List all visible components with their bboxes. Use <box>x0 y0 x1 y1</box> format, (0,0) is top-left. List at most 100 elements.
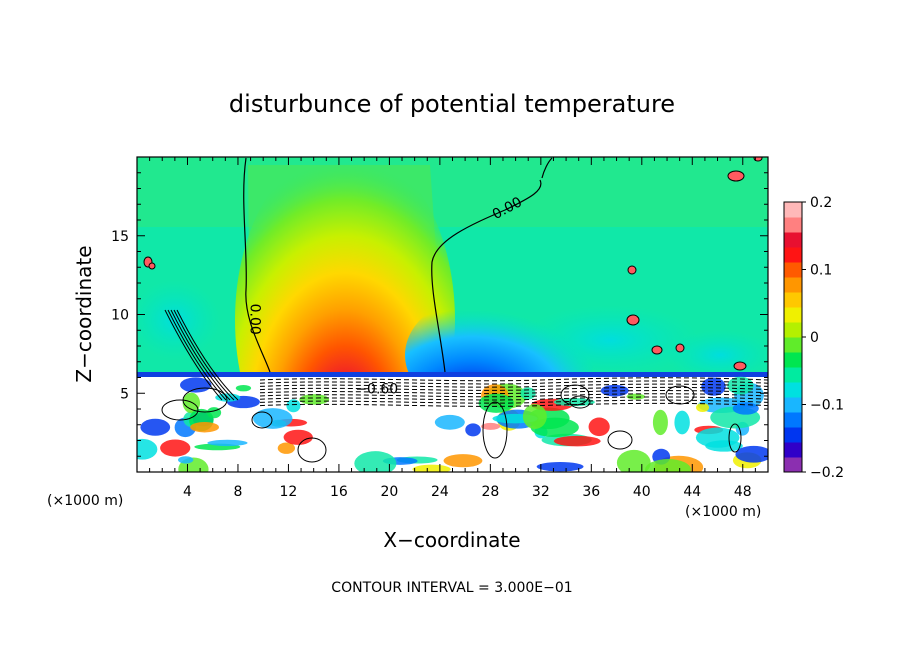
colorbar-segment <box>784 262 802 278</box>
colorbar-segment <box>784 457 802 473</box>
x-unit-left: (×1000 m) <box>47 493 123 509</box>
solid-contour <box>569 395 591 409</box>
bl-patch <box>190 421 219 433</box>
cyan-patch <box>137 280 220 360</box>
colorbar-segment <box>784 367 802 383</box>
y-axis-label: Z−coordinate <box>72 245 96 382</box>
bl-patch <box>481 422 501 430</box>
solid-contour <box>482 401 508 459</box>
colorbar-tick-label: 0.1 <box>810 263 832 279</box>
x-unit-right: (×1000 m) <box>685 504 761 520</box>
bl-patch <box>443 454 483 468</box>
dashed-contour <box>259 386 768 391</box>
bl-patch <box>179 377 212 393</box>
contour-label: 0.00 <box>247 304 263 335</box>
spot <box>753 157 763 162</box>
solid-contour <box>297 437 327 463</box>
bl-patch <box>235 384 252 392</box>
dashed-contour <box>259 399 768 404</box>
colorbar-tick-label: −0.2 <box>810 465 844 481</box>
contour-label: −0.60 <box>355 381 398 397</box>
x-tick-label: 20 <box>380 484 398 500</box>
slanted-contour <box>164 309 223 401</box>
y-tick-label: 15 <box>111 229 129 245</box>
y-tick-label: 10 <box>111 308 129 324</box>
bl-patch <box>277 442 295 454</box>
colorbar-segment <box>784 322 802 338</box>
zero-contour-line <box>243 157 271 373</box>
spot <box>675 343 685 353</box>
bl-patch <box>696 402 710 413</box>
colorbar-segment <box>784 397 802 413</box>
bl-patch <box>735 445 768 463</box>
solid-contour <box>251 411 273 429</box>
bl-patch <box>652 409 668 436</box>
y-axis-ticks: 5 10 15 <box>111 172 768 457</box>
x-tick-label: 36 <box>582 484 600 500</box>
dashed-contour <box>259 380 768 385</box>
bl-patch <box>160 439 191 457</box>
inversion-band <box>137 372 768 377</box>
colorbar: 0.2 0.1 0 −0.1 −0.2 <box>783 195 844 481</box>
colorbar-segment <box>784 382 802 398</box>
colorbar-segment <box>784 292 802 308</box>
spot <box>626 314 640 326</box>
bl-patch <box>674 410 690 435</box>
bl-patch <box>286 399 301 413</box>
bl-patch <box>645 459 692 472</box>
chart-title: disturbunce of potential temperature <box>229 90 675 118</box>
spot <box>148 262 156 270</box>
solid-contour <box>161 399 199 421</box>
bl-patch <box>207 439 248 447</box>
slanted-contour <box>167 309 227 401</box>
bl-patch <box>434 414 465 430</box>
colorbar-segment <box>784 442 802 458</box>
zero-contour-line <box>431 179 542 373</box>
colorbar-segment <box>784 412 802 428</box>
colorbar-segment <box>784 352 802 368</box>
bl-patch <box>182 392 201 414</box>
spot <box>627 265 637 275</box>
bl-patch <box>626 393 646 400</box>
dashed-contour <box>259 396 768 401</box>
colorbar-segment <box>784 307 802 323</box>
bl-patch <box>701 377 726 396</box>
x-tick-label: 12 <box>280 484 298 500</box>
colorbar-segment <box>784 202 802 218</box>
solid-contour <box>182 387 228 413</box>
bl-patch <box>553 435 601 447</box>
slanted-contour <box>170 309 231 401</box>
slanted-contour <box>176 309 239 401</box>
solid-contour <box>665 385 695 405</box>
colorbar-segment <box>784 247 802 263</box>
x-axis-ticks: 4 8 12 16 20 24 28 32 36 40 44 48 <box>149 157 756 500</box>
colorbar-segment <box>784 232 802 248</box>
dashed-contour <box>259 402 768 407</box>
x-tick-label: 24 <box>431 484 449 500</box>
colorbar-segment <box>784 217 802 233</box>
solid-contour <box>607 430 633 450</box>
spot <box>733 361 747 371</box>
colorbar-segment <box>784 277 802 293</box>
solid-contour <box>728 423 742 453</box>
bl-patch <box>522 404 547 429</box>
x-tick-label: 8 <box>233 484 242 500</box>
x-tick-label: 40 <box>633 484 651 500</box>
x-tick-label: 28 <box>481 484 499 500</box>
bl-patch <box>354 451 397 472</box>
bl-patch <box>178 456 194 464</box>
spot <box>651 345 663 355</box>
left-contour-band <box>164 309 239 401</box>
x-tick-label: 44 <box>683 484 701 500</box>
y-tick-label: 5 <box>120 386 129 402</box>
bl-patch <box>299 394 330 405</box>
x-axis-label: X−coordinate <box>383 528 520 552</box>
colorbar-segment <box>784 337 802 353</box>
contour-interval-footer: CONTOUR INTERVAL = 3.000E−01 <box>331 580 572 596</box>
dashed-contour <box>259 383 768 388</box>
x-tick-label: 32 <box>532 484 550 500</box>
plot-area <box>137 157 768 472</box>
field-upper-band <box>137 157 768 227</box>
